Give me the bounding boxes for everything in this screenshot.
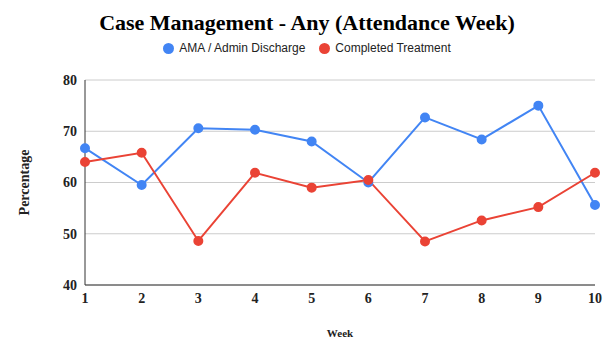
svg-text:50: 50 bbox=[63, 227, 77, 242]
svg-text:4: 4 bbox=[252, 291, 259, 306]
svg-text:70: 70 bbox=[63, 124, 77, 139]
svg-text:Week: Week bbox=[327, 327, 354, 339]
html-text:Completed Treatment: Completed Treatment bbox=[335, 41, 451, 55]
svg-text:80: 80 bbox=[63, 73, 77, 88]
svg-text:2: 2 bbox=[138, 291, 145, 306]
svg-text:6: 6 bbox=[365, 291, 372, 306]
svg-text:7: 7 bbox=[422, 291, 429, 306]
svg-text:9: 9 bbox=[535, 291, 542, 306]
svg-text:8: 8 bbox=[478, 291, 485, 306]
svg-text:40: 40 bbox=[63, 278, 77, 293]
svg-text:3: 3 bbox=[195, 291, 202, 306]
svg-text:10: 10 bbox=[588, 291, 602, 306]
svg-text:Percentage: Percentage bbox=[17, 150, 32, 216]
svg-text:5: 5 bbox=[308, 291, 315, 306]
svg-text:1: 1 bbox=[82, 291, 89, 306]
html-text:Case Management - Any (Attenda: Case Management - Any (Attendance Week) bbox=[99, 10, 515, 35]
svg-text:60: 60 bbox=[63, 175, 77, 190]
html-text:AMA / Admin Discharge: AMA / Admin Discharge bbox=[179, 41, 306, 55]
